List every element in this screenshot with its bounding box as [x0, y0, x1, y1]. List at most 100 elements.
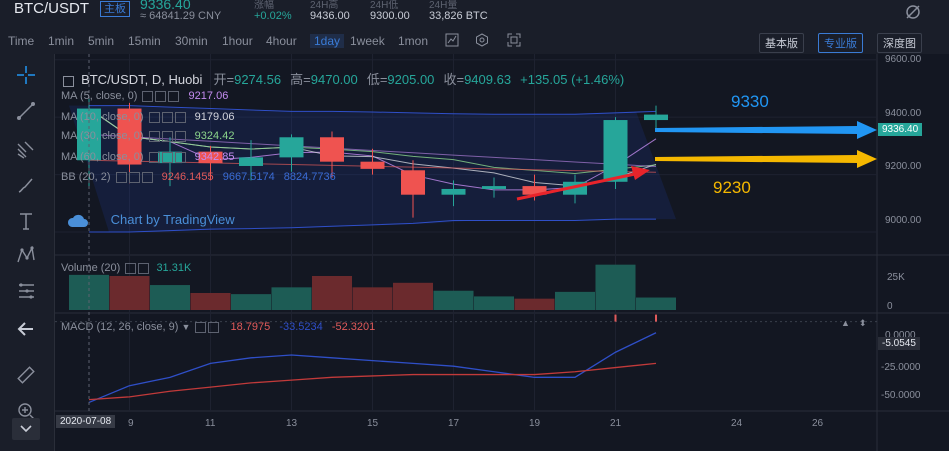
fullscreen-icon[interactable] [506, 33, 522, 49]
volume-bar [474, 296, 514, 310]
macd-visibility-icon[interactable] [195, 321, 207, 333]
time-tick: 11 [205, 418, 216, 429]
cloud-logo-icon [67, 214, 88, 227]
volume-bar [231, 294, 271, 310]
volume-settings-icon[interactable] [125, 262, 137, 274]
volume-bar [393, 282, 433, 310]
time-tick: 21 [610, 418, 622, 429]
macd-hist-value: 18.7975 [230, 321, 271, 333]
timeframe-1hour[interactable]: 1hour [222, 34, 253, 48]
annotation-9230: 9230 [713, 178, 751, 197]
back-arrow-icon[interactable] [12, 318, 40, 344]
timeframe-1week[interactable]: 1week [350, 34, 385, 48]
candle-body [320, 137, 344, 162]
ma30-name: MA (30, close, 0) [61, 130, 144, 142]
view-basic-button[interactable]: 基本版 [759, 33, 804, 53]
candle-body [522, 186, 547, 195]
volume-tick: 0 [887, 301, 893, 312]
candle-body [482, 186, 506, 189]
bb-close-icon[interactable] [141, 171, 153, 183]
settings-icon[interactable] [904, 3, 922, 21]
timeframe-15min[interactable]: 15min [128, 34, 161, 48]
blue-arrow [655, 121, 877, 139]
crosshair-icon[interactable] [12, 64, 40, 90]
macd-line-value: -33.5234 [279, 321, 323, 333]
trend-line-icon[interactable] [12, 100, 40, 126]
fib-icon[interactable] [12, 280, 40, 306]
ma30-settings-icon[interactable] [148, 130, 160, 142]
ma30-close-icon[interactable] [174, 130, 186, 142]
ma10-legend: MA (10, close, 0) 9179.06 [61, 111, 234, 123]
macd-close-icon[interactable] [208, 321, 220, 333]
pitchfork-icon[interactable] [12, 138, 40, 164]
ma5-settings-icon[interactable] [142, 90, 154, 102]
time-tick: 26 [812, 418, 824, 429]
bb-basis-value: 9246.1455 [161, 171, 214, 183]
candle-body [239, 157, 263, 166]
price-tick: 9200.00 [885, 161, 922, 172]
timeframe-time[interactable]: Time [8, 34, 35, 48]
text-tool-icon[interactable] [12, 210, 40, 236]
timeframe-1day[interactable]: 1day [310, 34, 345, 48]
ma60-close-icon[interactable] [174, 151, 186, 163]
view-pro-button[interactable]: 专业版 [818, 33, 863, 53]
timeframe-1min[interactable]: 1min [48, 34, 75, 48]
volume-close-icon[interactable] [138, 262, 150, 274]
series-name: BTC/USDT, D, Huobi [81, 72, 203, 87]
time-tick: 15 [367, 418, 379, 429]
macd-signal-value: -52.3201 [331, 321, 376, 333]
macd-legend: MACD (12, 26, close, 9) ▼ 18.7975 -33.52… [61, 321, 375, 333]
chart-canvas[interactable] [55, 54, 949, 451]
drawing-toolbar [0, 54, 55, 451]
time-tick: 13 [286, 418, 298, 429]
pane-maximize-icon[interactable]: ⬍ [859, 318, 867, 328]
ma30-visibility-icon[interactable] [161, 130, 173, 142]
ma10-name: MA (10, close, 0) [61, 111, 144, 123]
indicator-settings-icon[interactable] [474, 33, 490, 49]
volume-tick: 25K [887, 272, 905, 283]
volume-legend: Volume (20) 31.31K [61, 262, 191, 274]
view-depth-button[interactable]: 深度图 [877, 33, 922, 53]
cny-price: ≈ 64841.29 CNY [140, 10, 222, 22]
macd-name: MACD (12, 26, close, 9) [61, 321, 179, 333]
volume-bar [595, 264, 636, 310]
high-label: 高= [290, 72, 311, 87]
timeframe-1mon[interactable]: 1mon [398, 34, 429, 48]
volume-bar [69, 274, 109, 310]
cursor-date-tag: 2020-07-08 [56, 415, 116, 428]
pattern-icon[interactable] [12, 244, 40, 270]
open-label: 开= [213, 72, 235, 87]
bb-settings-icon[interactable] [115, 171, 127, 183]
bollinger-lower-line [89, 218, 656, 233]
pane-move-up-icon[interactable]: ▲ [841, 318, 850, 328]
price-tick: 9000.00 [885, 215, 922, 226]
macd-dropdown-icon[interactable]: ▼ [181, 322, 191, 332]
macd-line [88, 332, 657, 404]
timeframe-30min[interactable]: 30min [175, 34, 208, 48]
bb-visibility-icon[interactable] [128, 171, 140, 183]
chart-area[interactable]: BTC/USDT, D, Huobi 开=9274.56 高=9470.00 低… [55, 54, 949, 451]
stat-change-value: +0.02% [254, 10, 292, 22]
ma10-close-icon[interactable] [174, 111, 186, 123]
open-value: 9274.56 [234, 72, 282, 87]
chart-type-icon[interactable] [444, 33, 460, 49]
low-label: 低= [366, 72, 388, 87]
ma10-visibility-icon[interactable] [161, 111, 173, 123]
collapse-legend-icon[interactable] [63, 75, 74, 87]
collapse-toolbar-icon[interactable] [12, 418, 40, 440]
symbol-title[interactable]: BTC/USDT [14, 0, 89, 17]
timeframe-4hour[interactable]: 4hour [266, 34, 297, 48]
ma60-settings-icon[interactable] [148, 151, 160, 163]
candle-body [441, 188, 466, 195]
ruler-icon[interactable] [12, 364, 40, 390]
timeframe-5min[interactable]: 5min [88, 34, 115, 48]
ma10-settings-icon[interactable] [148, 111, 160, 123]
candle-body [279, 137, 304, 158]
ma30-legend: MA (30, close, 0) 9324.42 [61, 130, 234, 142]
ma60-visibility-icon[interactable] [161, 151, 173, 163]
ma5-value: 9217.06 [188, 90, 229, 102]
ma5-visibility-icon[interactable] [155, 90, 167, 102]
ma5-close-icon[interactable] [168, 90, 180, 102]
brush-icon[interactable] [12, 174, 40, 200]
